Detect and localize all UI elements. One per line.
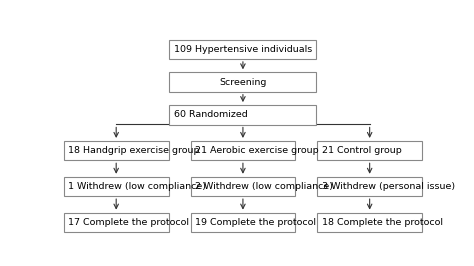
FancyBboxPatch shape (191, 141, 295, 160)
FancyBboxPatch shape (317, 213, 422, 232)
FancyBboxPatch shape (191, 213, 295, 232)
FancyBboxPatch shape (317, 141, 422, 160)
Text: 3 Withdrew (personal issue): 3 Withdrew (personal issue) (322, 182, 455, 191)
Text: 60 Randomized: 60 Randomized (174, 110, 247, 119)
FancyBboxPatch shape (317, 177, 422, 196)
Text: 109 Hypertensive individuals: 109 Hypertensive individuals (174, 45, 312, 54)
Text: 21 Aerobic exercise group: 21 Aerobic exercise group (195, 146, 319, 155)
FancyBboxPatch shape (169, 40, 316, 59)
Text: 21 Control group: 21 Control group (322, 146, 401, 155)
Text: 19 Complete the protocol: 19 Complete the protocol (195, 218, 316, 227)
Text: 18 Complete the protocol: 18 Complete the protocol (322, 218, 443, 227)
FancyBboxPatch shape (64, 177, 169, 196)
Text: Screening: Screening (219, 78, 266, 87)
Text: 17 Complete the protocol: 17 Complete the protocol (68, 218, 189, 227)
Text: 2 Withdrew (low compliance): 2 Withdrew (low compliance) (195, 182, 333, 191)
FancyBboxPatch shape (169, 105, 316, 124)
FancyBboxPatch shape (64, 213, 169, 232)
Text: 18 Handgrip exercise group: 18 Handgrip exercise group (68, 146, 200, 155)
FancyBboxPatch shape (191, 177, 295, 196)
FancyBboxPatch shape (64, 141, 169, 160)
Text: 1 Withdrew (low compliance): 1 Withdrew (low compliance) (68, 182, 206, 191)
FancyBboxPatch shape (169, 72, 316, 92)
